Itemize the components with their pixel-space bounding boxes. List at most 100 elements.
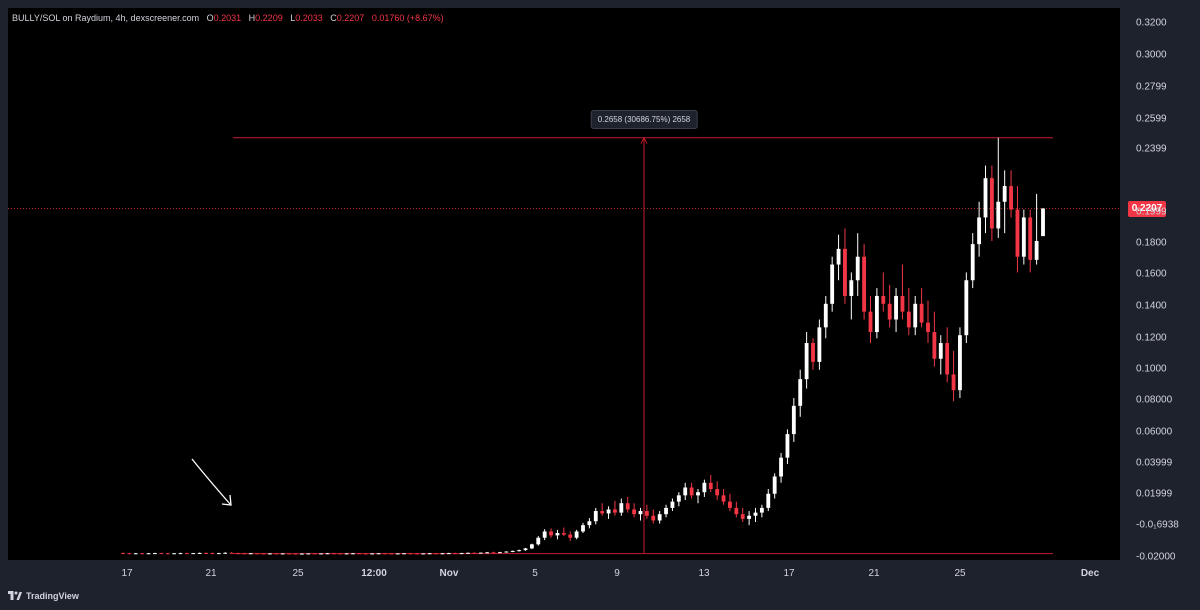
candle-body	[689, 487, 694, 496]
candle-body	[849, 280, 854, 296]
price-axis[interactable]: 0.2207 0.3200 0.3000 0.2799 0.2599 0.2399 0.1…	[1120, 8, 1200, 563]
candle-body	[740, 514, 745, 519]
candle-body	[197, 552, 202, 554]
candle-body	[913, 303, 918, 328]
candle-body	[587, 521, 592, 526]
candle-body	[951, 374, 956, 391]
tradingview-logo-icon	[8, 591, 22, 600]
candle-body	[427, 553, 432, 555]
candle-body	[574, 531, 579, 538]
candle-body	[644, 511, 649, 516]
candle-body	[274, 553, 279, 555]
price-tick-label: 0.2599	[1136, 113, 1167, 125]
candle-body	[625, 503, 630, 510]
candle-body	[223, 552, 228, 554]
last-price-badge: 0.2207	[1128, 200, 1166, 217]
time-tick-label: Nov	[439, 568, 459, 579]
candle-body	[1028, 217, 1033, 260]
candle-body	[926, 322, 930, 333]
candle-body	[823, 303, 828, 328]
candle-body	[830, 264, 835, 304]
candle-body	[670, 501, 675, 508]
time-axis[interactable]: 17 21 25 12:00 Nov 5 9 13 17 21 25 Dec	[8, 560, 1120, 586]
candle-body	[919, 303, 924, 323]
candle-body	[817, 327, 822, 362]
candle-body	[140, 553, 145, 555]
candle-body	[983, 178, 988, 218]
open-key: O	[206, 13, 214, 23]
candle-body	[146, 553, 151, 555]
candle-body	[338, 553, 343, 555]
candle-body	[242, 553, 247, 555]
candle-body	[504, 551, 509, 553]
candle-body	[759, 507, 764, 513]
candle-body	[868, 311, 873, 333]
candle-body	[127, 553, 132, 555]
candle-body	[702, 482, 707, 493]
candle-body	[855, 256, 860, 281]
candle-body	[619, 503, 624, 513]
candle-body	[945, 343, 950, 375]
candle-body	[1041, 208, 1045, 237]
candle-body	[159, 553, 164, 555]
candle-body	[351, 553, 355, 555]
candle-body	[862, 256, 867, 312]
candle-body	[510, 550, 515, 552]
candle-body	[568, 534, 573, 538]
candle-body	[536, 537, 541, 545]
candle-body	[178, 553, 183, 555]
candle-body	[466, 552, 470, 554]
candle-body	[683, 487, 688, 496]
low-value: 0.2033	[295, 13, 323, 23]
candle-body	[498, 552, 502, 554]
candle-body	[996, 201, 1001, 229]
candle-body	[836, 248, 841, 265]
candle-body	[696, 492, 700, 496]
candle-body	[728, 501, 732, 508]
candle-body	[472, 552, 477, 554]
change-value: 0.01760 (+8.67%)	[371, 13, 444, 23]
candle-body	[1009, 186, 1013, 210]
candle-body	[753, 512, 758, 516]
candle-body	[485, 552, 490, 554]
candle-body	[970, 244, 975, 281]
price-range-measure-label[interactable]: 0.2658 (30686.75%) 2658	[590, 109, 698, 129]
candle-body	[255, 553, 260, 555]
candle-body	[363, 553, 368, 555]
price-tick-label: -0.02000	[1136, 551, 1176, 563]
candle-body	[453, 553, 458, 555]
candle-body	[811, 343, 815, 362]
price-tick-label: 0.01999	[1136, 488, 1173, 500]
time-tick-label: 21	[868, 568, 880, 579]
candle-body	[459, 553, 464, 555]
price-tick-label: 0.1000	[1136, 363, 1167, 375]
price-tick-label: 0.1999	[1136, 206, 1167, 218]
ohlc-legend: BULLY/SOL on Raydium, 4h, dexscreener.co…	[12, 13, 444, 23]
candle-body	[529, 544, 534, 549]
candle-body	[932, 332, 937, 359]
candle-body	[344, 553, 349, 555]
candle-body	[715, 489, 720, 496]
candle-body	[172, 553, 177, 555]
candle-body	[785, 434, 790, 458]
chart-plot-area[interactable]: BULLY/SOL on Raydium, 4h, dexscreener.co…	[8, 8, 1120, 560]
candle-body	[958, 335, 962, 391]
candle-body	[236, 553, 240, 555]
candle-body	[395, 553, 400, 555]
candle-body	[293, 553, 298, 555]
candle-body	[938, 343, 943, 359]
candle-body	[389, 553, 394, 555]
candle-body	[989, 178, 994, 229]
tradingview-brand[interactable]: TradingView	[8, 591, 79, 601]
price-tick-label: 0.1800	[1136, 237, 1167, 249]
candlestick-chart	[8, 136, 1120, 555]
candle-body	[376, 553, 381, 555]
candle-body	[613, 509, 617, 513]
candle-body	[325, 553, 330, 555]
candle-body	[121, 553, 125, 555]
candle-body	[734, 507, 739, 515]
candle-body	[280, 553, 285, 555]
tradingview-label: TradingView	[26, 591, 79, 601]
high-value: 0.2209	[255, 13, 283, 23]
candle-body	[306, 553, 311, 555]
